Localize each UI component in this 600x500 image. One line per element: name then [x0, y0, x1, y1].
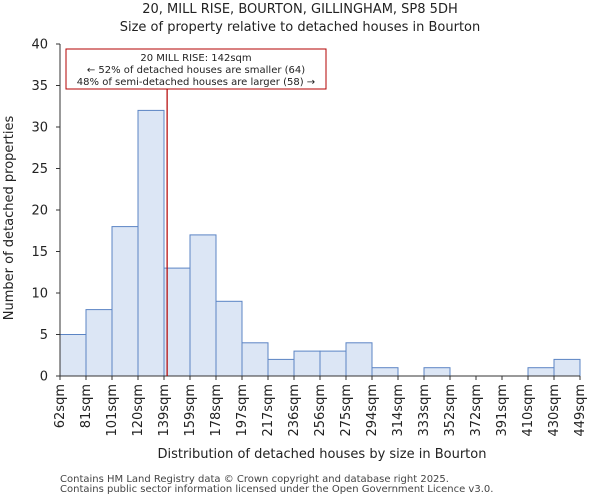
y-tick-label: 5	[40, 328, 48, 343]
x-tick-label: 217sqm	[261, 384, 276, 437]
x-tick-label: 449sqm	[573, 384, 588, 437]
y-tick-label: 25	[31, 162, 48, 177]
annotation-line: 48% of semi-detached houses are larger (…	[77, 77, 315, 88]
histogram-bar	[111, 226, 139, 377]
y-axis-title: Number of detached properties	[2, 116, 17, 321]
y-tick-label: 30	[31, 121, 48, 136]
footer-licence: Contains public sector information licen…	[60, 484, 494, 495]
x-tick-label: 120sqm	[131, 384, 146, 437]
x-tick-label: 236sqm	[287, 384, 302, 437]
histogram-bar	[163, 267, 191, 377]
histogram-bar	[215, 300, 243, 377]
y-tick-label: 40	[31, 38, 48, 53]
x-tick-label: 139sqm	[157, 384, 172, 437]
histogram-bar	[293, 350, 321, 377]
x-tick-label: 81sqm	[79, 384, 94, 428]
histogram-bar	[85, 309, 113, 377]
chart-subtitle: Size of property relative to detached ho…	[119, 20, 481, 35]
chart-title: 20, MILL RISE, BOURTON, GILLINGHAM, SP8 …	[142, 2, 458, 17]
x-tick-label: 352sqm	[443, 384, 458, 437]
x-tick-label: 430sqm	[547, 384, 562, 437]
annotation-box	[65, 48, 327, 90]
histogram-bar	[267, 358, 295, 377]
y-tick-label: 0	[40, 370, 48, 385]
footer-copyright: Contains HM Land Registry data © Crown c…	[60, 474, 449, 485]
y-tick-label: 35	[31, 79, 48, 94]
histogram-bar	[553, 358, 581, 377]
histogram-bar	[371, 367, 399, 377]
histogram-bar	[189, 234, 217, 377]
x-tick-label: 294sqm	[365, 384, 380, 437]
x-tick-label: 159sqm	[183, 384, 198, 437]
histogram-bar	[319, 350, 347, 377]
y-tick-label: 10	[31, 287, 48, 302]
x-axis-title: Distribution of detached houses by size …	[158, 447, 487, 462]
histogram-bar	[423, 367, 451, 377]
x-tick-label: 314sqm	[391, 384, 406, 437]
histogram-bar	[345, 342, 373, 377]
histogram-bar	[137, 109, 165, 377]
x-tick-label: 372sqm	[469, 384, 484, 437]
x-tick-label: 197sqm	[235, 384, 250, 437]
histogram-bar	[241, 342, 269, 377]
annotation-line: ← 52% of detached houses are smaller (64…	[87, 65, 305, 76]
y-tick-label: 15	[31, 245, 48, 260]
x-tick-label: 256sqm	[313, 384, 328, 437]
x-tick-label: 178sqm	[209, 384, 224, 437]
annotation-line: 20 MILL RISE: 142sqm	[140, 53, 251, 64]
x-tick-label: 410sqm	[521, 384, 536, 437]
histogram-bar	[527, 367, 555, 377]
x-tick-label: 62sqm	[53, 384, 68, 428]
x-tick-label: 101sqm	[105, 384, 120, 437]
y-tick-label: 20	[31, 204, 48, 219]
x-tick-label: 275sqm	[339, 384, 354, 437]
histogram-bar	[59, 334, 87, 377]
x-tick-label: 391sqm	[495, 384, 510, 437]
x-tick-label: 333sqm	[417, 384, 432, 437]
